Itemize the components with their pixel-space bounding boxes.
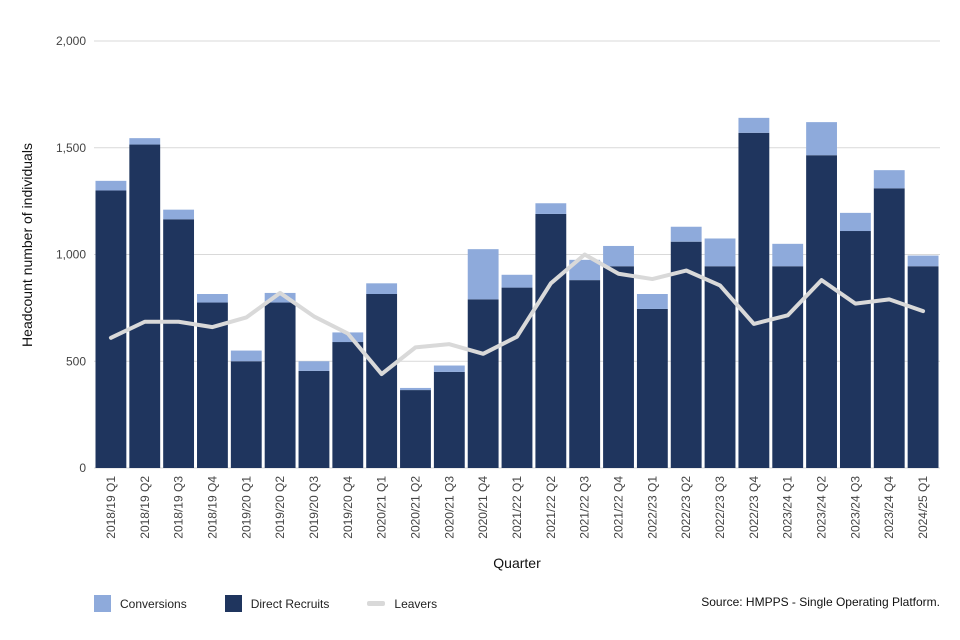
- bar-conversions: [873, 170, 905, 189]
- y-axis-ticks: 0 500 1,000 1,500 2,000: [56, 34, 86, 475]
- x-tick-label: 2018/19 Q2: [138, 476, 152, 539]
- bar-direct-recruits: [772, 266, 804, 468]
- bar-direct-recruits: [230, 361, 262, 468]
- bar-conversions: [501, 274, 533, 288]
- bar-conversions: [603, 245, 634, 267]
- x-tick-label: 2022/23 Q1: [645, 476, 659, 539]
- x-tick-label: 2024/25 Q1: [916, 476, 930, 539]
- x-tick-label: 2018/19 Q3: [172, 476, 186, 539]
- bar-conversions: [298, 361, 330, 371]
- x-tick-label: 2021/22 Q4: [612, 476, 626, 539]
- bar-conversions: [433, 365, 465, 372]
- bar-direct-recruits: [806, 155, 837, 468]
- x-tick-label: 2021/22 Q2: [544, 476, 558, 539]
- bar-direct-recruits: [197, 302, 228, 468]
- legend-label-conversions: Conversions: [120, 596, 187, 611]
- bar-direct-recruits: [670, 241, 702, 468]
- bar-conversions: [467, 249, 499, 300]
- x-tick-label: 2019/20 Q2: [273, 476, 287, 539]
- x-tick-label: 2019/20 Q4: [341, 476, 355, 539]
- x-tick-label: 2022/23 Q4: [747, 476, 761, 539]
- x-tick-label: 2018/19 Q1: [104, 476, 118, 539]
- bar-conversions: [772, 243, 804, 267]
- bar-conversions: [806, 122, 837, 156]
- bar-direct-recruits: [264, 302, 296, 468]
- x-tick-label: 2020/21 Q1: [375, 476, 389, 539]
- x-tick-label: 2020/21 Q3: [442, 476, 456, 539]
- bar-direct-recruits: [907, 266, 939, 468]
- y-tick-label: 1,000: [56, 248, 86, 262]
- bar-direct-recruits: [366, 293, 398, 468]
- bar-conversions: [839, 212, 871, 232]
- bar-conversions: [636, 293, 668, 309]
- x-tick-label: 2020/21 Q2: [408, 476, 422, 539]
- bar-conversions: [163, 209, 195, 220]
- x-tick-label: 2021/22 Q1: [510, 476, 524, 539]
- direct-recruits-swatch: [224, 595, 242, 612]
- bar-direct-recruits: [839, 231, 871, 468]
- bar-direct-recruits: [298, 370, 330, 468]
- x-tick-label: 2020/21 Q4: [476, 476, 490, 539]
- bar-conversions: [129, 138, 161, 145]
- legend: Conversions Direct Recruits Leavers: [94, 595, 475, 612]
- conversions-swatch: [94, 595, 111, 612]
- bar-direct-recruits: [129, 144, 161, 469]
- bar-conversions: [738, 117, 770, 133]
- bar-conversions: [230, 350, 262, 362]
- bar-conversions: [400, 387, 431, 391]
- bar-direct-recruits: [535, 213, 567, 468]
- leavers-swatch: [367, 601, 386, 606]
- bar-direct-recruits: [501, 287, 533, 468]
- bar-conversions: [670, 226, 702, 242]
- legend-item-conversions: Conversions: [94, 595, 187, 612]
- legend-item-direct-recruits: Direct Recruits: [224, 595, 330, 612]
- bar-direct-recruits: [400, 390, 431, 468]
- bar-direct-recruits: [332, 342, 364, 468]
- bar-direct-recruits: [873, 188, 905, 468]
- bar-conversions: [332, 332, 364, 343]
- bar-direct-recruits: [433, 371, 465, 468]
- y-tick-label: 500: [66, 354, 86, 368]
- x-tick-label: 2023/24 Q3: [848, 476, 862, 539]
- bar-conversions: [95, 180, 127, 191]
- x-tick-label: 2019/20 Q3: [307, 476, 321, 539]
- legend-label-leavers: Leavers: [394, 596, 438, 611]
- bar-conversions: [704, 238, 736, 267]
- x-tick-label: 2023/24 Q2: [815, 476, 829, 539]
- bar-conversions: [907, 255, 939, 267]
- x-tick-label: 2022/23 Q3: [713, 476, 727, 539]
- leavers-line: [108, 252, 926, 377]
- bar-direct-recruits: [603, 266, 634, 468]
- bar-direct-recruits: [467, 299, 499, 468]
- x-tick-label: 2023/24 Q1: [781, 476, 795, 539]
- y-tick-label: 0: [79, 461, 86, 475]
- x-tick-label: 2023/24 Q4: [882, 476, 896, 539]
- bar-conversions: [264, 292, 296, 303]
- source-note: Source: HMPPS - Single Operating Platfor…: [701, 595, 940, 609]
- y-tick-label: 1,500: [56, 141, 86, 155]
- y-axis-title: Headcount number of individuals: [19, 143, 35, 347]
- bar-direct-recruits: [95, 190, 127, 468]
- y-tick-label: 2,000: [56, 34, 86, 48]
- legend-item-leavers: Leavers: [367, 597, 437, 611]
- leavers-line-group: [108, 252, 926, 377]
- x-tick-label: 2021/22 Q3: [578, 476, 592, 539]
- bars: [95, 117, 939, 469]
- bar-direct-recruits: [163, 219, 195, 468]
- bar-direct-recruits: [636, 308, 668, 468]
- x-tick-label: 2019/20 Q1: [239, 476, 253, 539]
- bar-conversions: [535, 203, 567, 214]
- bar-conversions: [569, 259, 601, 281]
- x-axis-ticks: 2018/19 Q1 2018/19 Q2 2018/19 Q3 2018/19 Q4…: [104, 476, 930, 539]
- bar-conversions: [366, 283, 398, 294]
- bar-direct-recruits: [569, 280, 601, 468]
- x-tick-label: 2018/19 Q4: [205, 476, 219, 539]
- bar-conversions: [197, 293, 228, 303]
- bar-direct-recruits: [738, 132, 770, 468]
- x-axis-title: Quarter: [493, 555, 541, 571]
- x-tick-label: 2022/23 Q2: [679, 476, 693, 539]
- legend-label-direct-recruits: Direct Recruits: [250, 596, 330, 611]
